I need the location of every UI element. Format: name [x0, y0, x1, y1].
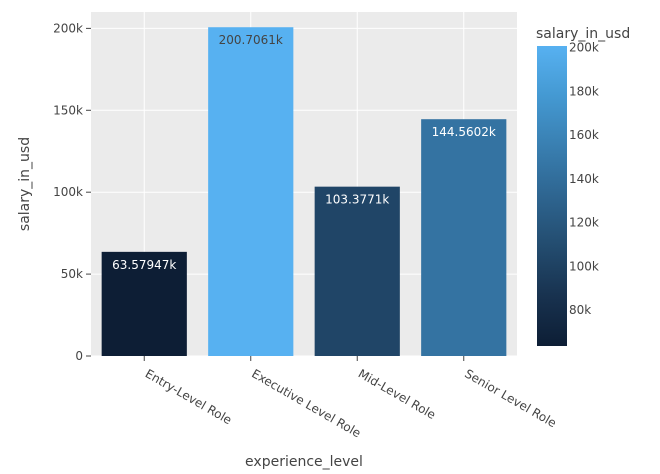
y-tick-label: 200k — [53, 21, 83, 35]
colorbar-gradient — [537, 46, 567, 346]
bar — [208, 27, 294, 356]
bar — [314, 186, 400, 356]
colorbar-tick-label: 120k — [569, 216, 599, 230]
colorbar-tick-label: 200k — [569, 41, 599, 55]
colorbar-tick-label: 100k — [569, 259, 599, 273]
x-tick-label: Senior Level Role — [462, 366, 559, 430]
y-axis-ticks: 0 50k 100k 150k 200k — [53, 21, 91, 363]
bar-value-label: 103.3771k — [325, 193, 389, 207]
y-tick-label: 100k — [53, 185, 83, 199]
colorbar-tick-label: 180k — [569, 84, 599, 98]
x-tick-label: Executive Level Role — [249, 366, 363, 440]
x-axis-ticks: Entry-Level Role Executive Level RoleMid-… — [143, 356, 559, 440]
bars: 63.57947k 200.7061k 103.3771k 144.5602k — [101, 27, 507, 356]
x-tick-label: Mid-Level Role — [356, 366, 438, 422]
bar-value-label: 200.7061k — [219, 33, 283, 47]
bar-value-label: 144.5602k — [432, 125, 496, 139]
bar — [421, 119, 507, 356]
y-tick-label: 50k — [61, 267, 83, 281]
colorbar-tick-label: 160k — [569, 128, 599, 142]
colorbar-tick-label: 80k — [569, 303, 591, 317]
colorbar-tick-label: 140k — [569, 172, 599, 186]
bar — [101, 251, 187, 356]
y-tick-label: 150k — [53, 103, 83, 117]
colorbar-title: salary_in_usd — [536, 26, 630, 42]
x-tick-label: Entry-Level Role — [143, 366, 234, 427]
x-axis-title: experience_level — [245, 454, 363, 470]
colorbar: salary_in_usd 80k 100k 120k 140k 160k 180k 200… — [536, 26, 630, 346]
y-tick-label: 0 — [75, 349, 83, 363]
y-axis-title: salary_in_usd — [17, 137, 33, 231]
bar-value-label: 63.57947k — [112, 258, 176, 272]
